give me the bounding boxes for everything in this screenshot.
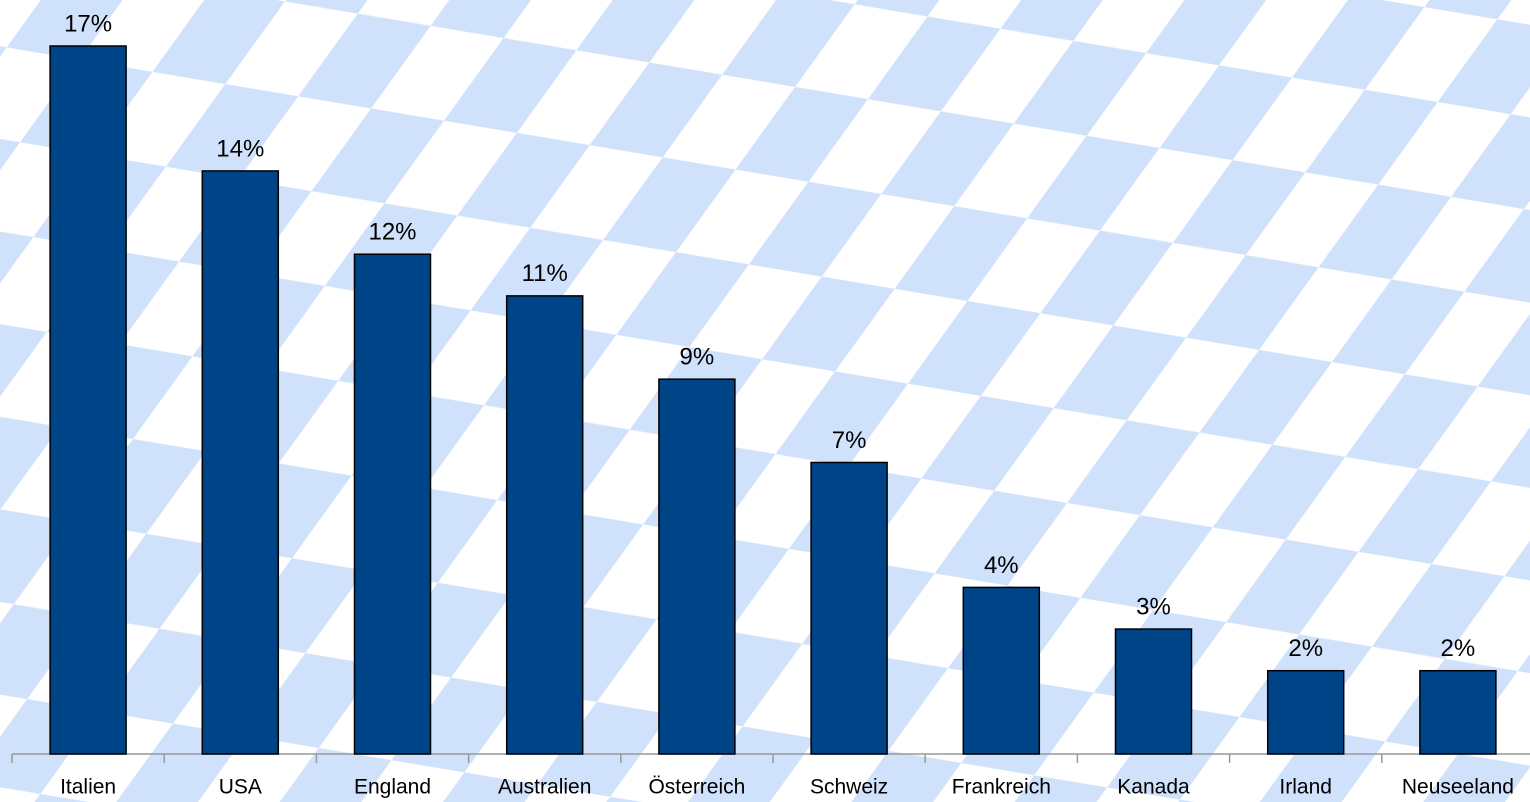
value-label: 12% [368, 219, 416, 246]
x-tick-label: Irland [1279, 776, 1332, 799]
value-label: 17% [64, 10, 112, 37]
bar [49, 45, 127, 755]
bar [1114, 628, 1193, 755]
x-tick-label: Frankreich [952, 776, 1051, 799]
x-tick-label: Österreich [648, 776, 745, 799]
bar [1419, 669, 1497, 755]
x-tick-label: Italien [60, 776, 116, 799]
value-label: 14% [216, 135, 264, 162]
x-tick-label: Neuseeland [1402, 776, 1514, 799]
x-tick-label: Kanada [1117, 776, 1190, 799]
bar [810, 461, 888, 755]
x-tick-label: Schweiz [810, 776, 888, 799]
value-label: 9% [680, 344, 715, 371]
bar [962, 586, 1041, 755]
value-label: 7% [832, 427, 867, 454]
x-tick-label: USA [219, 776, 262, 799]
x-tick-label: Australien [498, 776, 591, 799]
bar [658, 378, 736, 755]
bar [1266, 669, 1345, 755]
bar [201, 170, 280, 755]
value-label: 4% [984, 552, 1019, 579]
bar [505, 295, 584, 755]
x-tick-label: England [354, 776, 431, 799]
value-label: 2% [1441, 635, 1476, 662]
value-label: 3% [1136, 593, 1171, 620]
value-label: 11% [522, 260, 568, 287]
value-label: 2% [1288, 635, 1323, 662]
bar [353, 253, 432, 755]
